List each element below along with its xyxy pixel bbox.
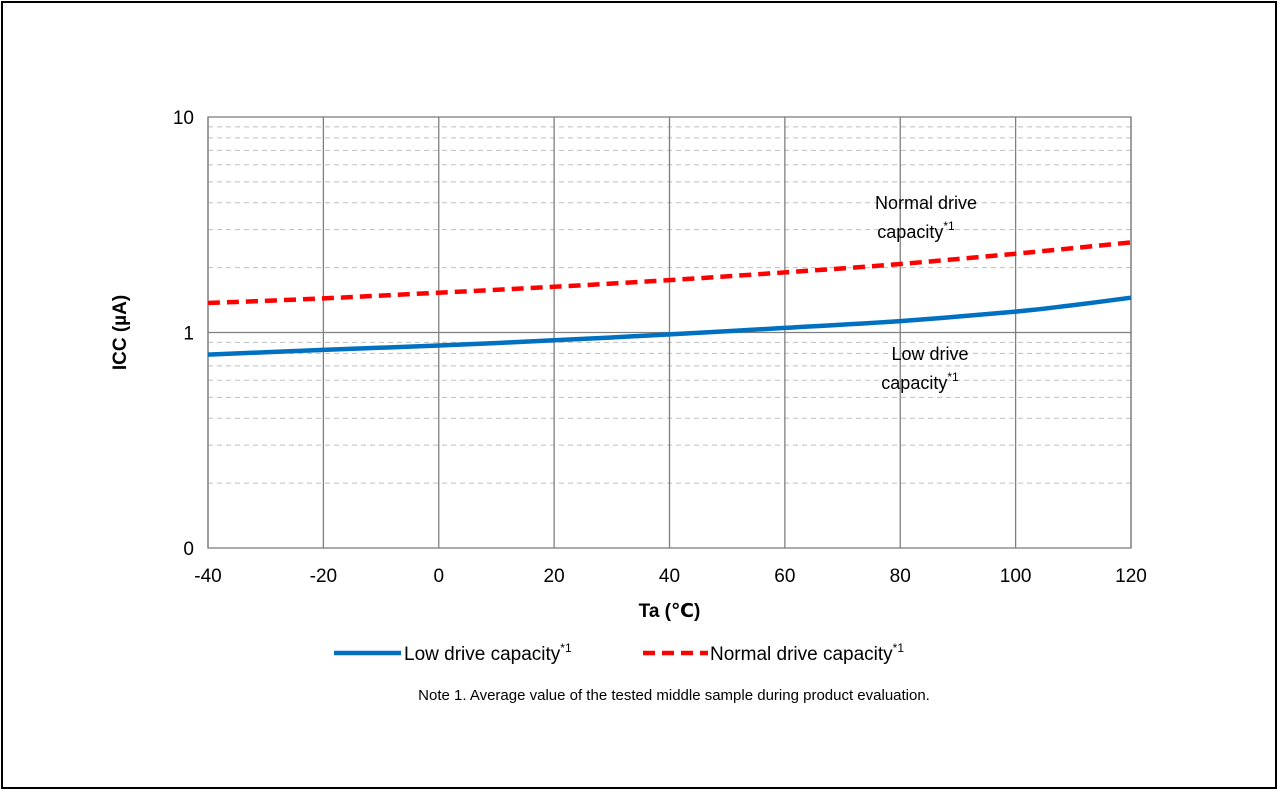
x-tick-label: 20: [544, 566, 565, 587]
annotation-low-line1: Low drive: [891, 344, 968, 364]
x-tick-label: -20: [310, 566, 337, 587]
plot-border: [207, 116, 1132, 549]
annotation-low-drive: Low drive capacity*1: [881, 344, 968, 393]
legend-label-normal: Normal drive capacity*1: [710, 641, 904, 665]
x-tick-label: 120: [1115, 566, 1147, 587]
x-tick-label: 40: [659, 566, 680, 587]
annotation-low-line2: capacity*1: [881, 370, 959, 393]
legend-label-low: Low drive capacity*1: [404, 641, 572, 665]
annotation-normal-line2-text: capacity: [877, 222, 943, 242]
x-axis-title: Ta (℃): [639, 601, 701, 622]
chart-svg: 0 1 10 -40 -20 0 20 40 60 80 100 120 ICC (µA) Ta (…: [110, 108, 1147, 704]
x-tick-label: 80: [890, 566, 911, 587]
y-tick-label: 0: [183, 539, 194, 560]
annotation-normal-drive: Normal drive capacity*1: [875, 193, 977, 242]
annotation-normal-line1: Normal drive: [875, 193, 977, 213]
y-tick-label: 1: [183, 324, 194, 345]
footnote: Note 1. Average value of the tested midd…: [418, 687, 930, 704]
x-tick-label: 60: [774, 566, 795, 587]
annotation-normal-sup: *1: [943, 219, 955, 233]
x-tick-label: 100: [1000, 566, 1032, 587]
y-tick-label: 10: [173, 108, 194, 129]
y-tick-labels: 0 1 10: [173, 108, 194, 560]
y-axis-title: ICC (µA): [110, 295, 131, 370]
series-line-low-drive: [207, 295, 1132, 357]
x-tick-label: 0: [433, 566, 444, 587]
series-line-normal-drive: [207, 240, 1132, 306]
legend: Low drive capacity*1 Normal drive capaci…: [334, 641, 904, 665]
series-layer: [207, 240, 1132, 357]
annotation-normal-line2: capacity*1: [877, 219, 955, 242]
annotation-low-line2-text: capacity: [881, 373, 947, 393]
x-tick-label: -40: [194, 566, 221, 587]
x-tick-labels: -40 -20 0 20 40 60 80 100 120: [194, 566, 1147, 587]
annotation-low-sup: *1: [947, 370, 959, 384]
